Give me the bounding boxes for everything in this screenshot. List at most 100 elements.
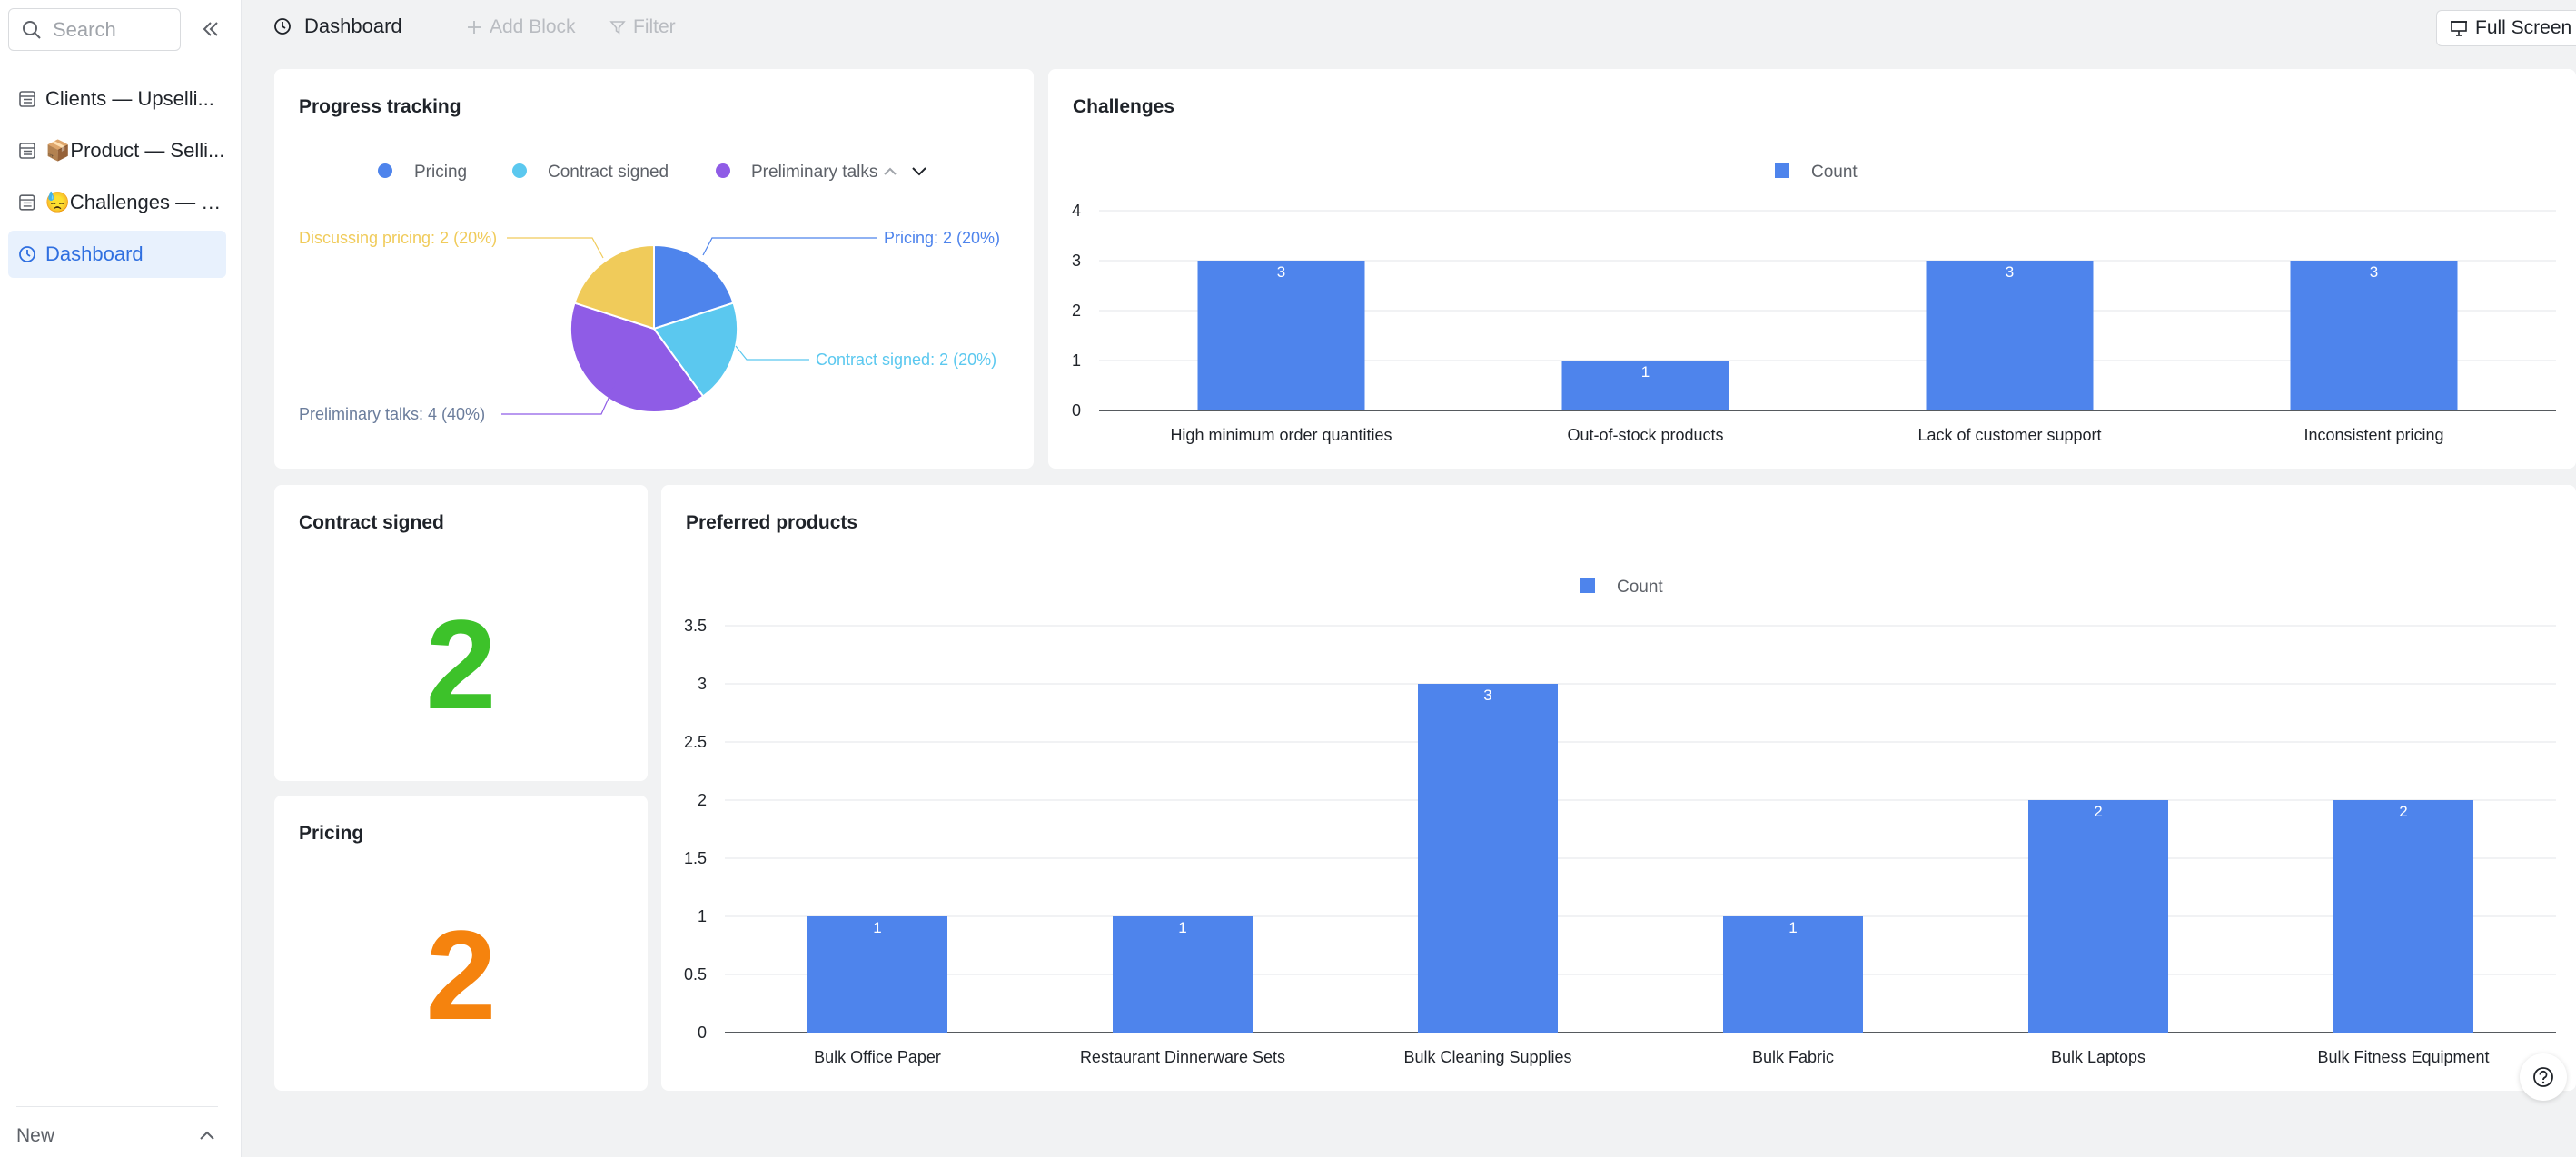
card-title: Pricing: [299, 823, 364, 844]
top-bar: Dashboard Add Block Filter Full Screen: [243, 0, 2576, 58]
bar[interactable]: [1926, 261, 2094, 410]
legend-swatch: [1775, 163, 1789, 178]
plus-icon: [468, 21, 481, 34]
bar[interactable]: [1197, 261, 1365, 410]
legend-dot-contract: [512, 163, 527, 178]
y-tick-label: 1: [1072, 351, 1081, 370]
help-icon: [2533, 1067, 2553, 1087]
page-title-text: Dashboard: [304, 15, 402, 37]
full-screen-button[interactable]: Full Screen: [2436, 10, 2576, 46]
y-tick-label: 0: [698, 1024, 707, 1042]
bar-value-label: 3: [1483, 687, 1491, 704]
legend-swatch: [1580, 578, 1595, 593]
sidebar-item-challenges[interactable]: 😓Challenges — S...: [8, 179, 226, 226]
filter-button[interactable]: Filter: [609, 16, 676, 38]
legend-label-contract: Contract signed: [548, 163, 669, 182]
card-title: Progress tracking: [299, 96, 461, 117]
dashboard-icon: [19, 246, 35, 262]
bar[interactable]: [1113, 916, 1253, 1033]
pie-slice-pricing[interactable]: [653, 243, 735, 331]
x-tick-label: Bulk Laptops: [2051, 1048, 2145, 1066]
sidebar-item-label: Clients — Upselli...: [45, 87, 214, 110]
help-button[interactable]: [2520, 1053, 2567, 1101]
pie-label-contract: Contract signed: 2 (20%): [816, 351, 996, 369]
bar[interactable]: [2028, 800, 2168, 1033]
bar-value-label: 1: [1178, 919, 1186, 936]
pricing-value: 2: [425, 904, 497, 1046]
add-block-label: Add Block: [490, 16, 576, 37]
sidebar-item-label: Dashboard: [45, 242, 144, 265]
preferred-products-card: Preferred products Count 0 0.5 1 1.5 2 2.5 3 3.…: [661, 485, 2576, 1091]
bar-value-label: 3: [2006, 263, 2014, 281]
collapse-sidebar-button[interactable]: [198, 16, 223, 42]
y-tick-label: 2.5: [684, 733, 707, 751]
chevron-up-icon[interactable]: [884, 167, 897, 175]
double-chevron-left-icon: [203, 22, 218, 36]
chevron-down-icon[interactable]: [912, 167, 926, 176]
search-placeholder: Search: [53, 17, 116, 41]
sidebar-item-product[interactable]: 📦Product — Selli...: [8, 127, 226, 174]
bar[interactable]: [1561, 361, 1729, 410]
sidebar-item-label: 😓Challenges — S...: [45, 191, 227, 213]
x-tick-label: Bulk Cleaning Supplies: [1403, 1048, 1571, 1066]
card-title: Preferred products: [686, 512, 858, 533]
y-tick-label: 1.5: [684, 849, 707, 867]
x-tick-label: Inconsistent pricing: [2304, 426, 2443, 444]
y-tick-label: 3: [698, 675, 707, 693]
leader-line-preliminary: [501, 381, 617, 415]
sidebar-item-clients[interactable]: Clients — Upselli...: [8, 75, 226, 123]
pricing-card: Pricing 2: [274, 796, 648, 1091]
chevron-up-icon[interactable]: [196, 1125, 218, 1147]
leader-line-pricing: [702, 237, 877, 256]
table-icon: [19, 91, 35, 107]
x-tick-label: Lack of customer support: [1917, 426, 2101, 444]
challenges-bar-chart: Count 0 1 2 3 4 3 High minimum order quantitie…: [1072, 163, 2556, 444]
y-tick-label: 0.5: [684, 965, 707, 984]
bar[interactable]: [807, 916, 947, 1033]
pie-slice-contract-signed[interactable]: [652, 302, 738, 398]
chart-plot: 0 1 2 3 4 3 High minimum order quantities 1 Out-…: [1072, 202, 2556, 444]
bar-value-label: 1: [1641, 363, 1650, 381]
filter-label: Filter: [633, 16, 676, 37]
bar-value-label: 1: [873, 919, 881, 936]
pie-legend[interactable]: Pricing Contract signed Preliminary talk…: [378, 163, 926, 182]
search-icon: [23, 20, 41, 39]
x-tick-label: Bulk Fitness Equipment: [2317, 1048, 2489, 1066]
y-tick-label: 0: [1072, 401, 1081, 420]
leader-line-discussing: [507, 237, 604, 259]
legend-dot-preliminary: [716, 163, 730, 178]
bar[interactable]: [2333, 800, 2473, 1033]
legend-label-pricing: Pricing: [414, 163, 467, 182]
preferred-products-bar-chart: Count 0 0.5 1 1.5 2 2.5 3 3.5 1 Bulk Office Paper…: [684, 578, 2556, 1066]
legend-label-preliminary: Preliminary talks: [751, 163, 877, 182]
card-title: Contract signed: [299, 512, 444, 533]
filter-icon: [609, 21, 626, 35]
bar[interactable]: [1723, 916, 1863, 1033]
sidebar-footer[interactable]: New: [16, 1106, 218, 1157]
search-input[interactable]: Search: [8, 8, 181, 51]
challenges-card: Challenges Count 0 1 2 3 4 3 High minimum orde…: [1048, 69, 2576, 469]
sidebar-nav: Clients — Upselli... 📦Product — Selli...…: [8, 75, 226, 282]
pie-slice-preliminary-talks[interactable]: [570, 302, 705, 413]
legend-label: Count: [1617, 578, 1663, 597]
y-tick-label: 2: [1072, 302, 1081, 320]
x-tick-label: Restaurant Dinnerware Sets: [1080, 1048, 1285, 1066]
x-tick-label: High minimum order quantities: [1170, 426, 1392, 444]
bar[interactable]: [2290, 261, 2458, 410]
bar-value-label: 2: [2094, 803, 2102, 820]
sidebar: Search Clients — Upselli... 📦Product — S…: [0, 0, 242, 1157]
bar-value-label: 2: [2399, 803, 2407, 820]
pie-label-discussing: Discussing pricing: 2 (20%): [299, 229, 497, 247]
pie-slice-discussing-pricing[interactable]: [573, 243, 655, 331]
card-title: Challenges: [1073, 96, 1175, 117]
pie-label-preliminary: Preliminary talks: 4 (40%): [299, 405, 485, 423]
new-button[interactable]: New: [16, 1124, 55, 1146]
sidebar-item-dashboard[interactable]: Dashboard: [8, 231, 226, 278]
y-tick-label: 3.5: [684, 617, 707, 635]
y-tick-label: 2: [698, 791, 707, 809]
bar[interactable]: [1418, 684, 1558, 1033]
add-block-button[interactable]: Add Block: [466, 16, 576, 38]
contract-signed-card: Contract signed 2: [274, 485, 648, 781]
dashboard-icon: [274, 18, 291, 35]
x-tick-label: Out-of-stock products: [1567, 426, 1723, 444]
